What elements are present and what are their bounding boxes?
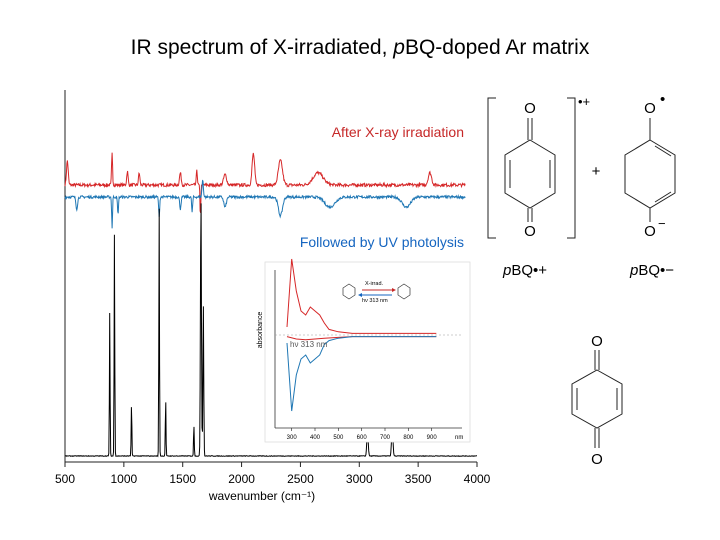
- inset-x-tick-label: 500: [333, 435, 344, 441]
- inset-x-tick-label: 300: [287, 435, 298, 441]
- cation-name-italic: p: [502, 262, 511, 279]
- anion-name-italic: p: [629, 262, 638, 279]
- x-tick-label: 2000: [228, 472, 255, 486]
- cation-oxygen-bottom: O: [524, 223, 536, 240]
- inset-series-red-0: [286, 258, 437, 334]
- x-axis-label: wavenumber (cm⁻¹): [208, 489, 315, 503]
- inset-x-unit: nm: [455, 435, 463, 441]
- annotation-xray: After X-ray irradiation: [332, 124, 464, 140]
- x-tick-label: 1500: [169, 472, 196, 486]
- bq-radical-anion-structure: O • O − pBQ•−: [624, 91, 676, 279]
- uv-vis-inset: absorbance nm 300 400 500 600 700 800 900 hν 3…: [257, 258, 471, 443]
- inset-series-layer: [275, 258, 462, 412]
- cation-charge-label: •+: [578, 94, 590, 109]
- bq-neutral-structure: O O: [571, 333, 623, 468]
- x-tick-label: 1000: [111, 472, 138, 486]
- inset-x-tick-label: 600: [357, 435, 368, 441]
- inset-x-tick-label: 900: [427, 435, 438, 441]
- inset-y-label: absorbance: [257, 312, 264, 349]
- cation-name-text: BQ•+: [511, 262, 547, 279]
- bq-radical-cation-structure: O O •+ + pBQ•+: [487, 94, 601, 279]
- series-red-line: [64, 152, 466, 213]
- cation-ring: [504, 139, 556, 209]
- anion-oxygen-bottom: O: [644, 223, 656, 240]
- neutral-oxygen-bottom: O: [591, 451, 603, 468]
- annotation-uv: Followed by UV photolysis: [300, 234, 464, 250]
- right-bracket: [567, 97, 576, 239]
- series-blue-line: [64, 179, 466, 229]
- inset-series-blue-2: [286, 336, 437, 412]
- inset-background: [264, 261, 471, 443]
- anion-ring: [624, 139, 676, 209]
- inset-x-tick-label: 700: [380, 435, 391, 441]
- annotation-box-1: [287, 120, 470, 142]
- inset-photolysis-label: hν 313 nm: [290, 340, 328, 349]
- ir-spectrum-chart: 500 1000 1500 2000 2500 3000 3500 4000 wavenumb…: [55, 90, 491, 503]
- series-black-line: [65, 203, 477, 458]
- x-tick-label: 3000: [346, 472, 373, 486]
- anion-minus-sign: −: [658, 216, 666, 231]
- cation-name-label: pBQ•+: [502, 262, 547, 279]
- title-suffix: BQ-doped Ar matrix: [404, 36, 590, 59]
- inset-forward-label: X-irrad.: [365, 281, 384, 287]
- inset-x-tick-label: 800: [403, 435, 414, 441]
- anion-ring-double-bottom: [654, 191, 672, 203]
- anion-ring-double-top: [654, 145, 672, 157]
- anion-name-text: BQ•−: [638, 262, 674, 279]
- anion-radical-dot: •: [660, 91, 665, 108]
- inset-back-arrowhead: [358, 293, 362, 297]
- neutral-ring: [571, 369, 623, 429]
- inset-ion-ring: [397, 283, 411, 300]
- neutral-oxygen-top: O: [591, 333, 603, 350]
- inset-x-tick-label: 400: [310, 435, 321, 441]
- inset-back-label: hν 313 nm: [362, 298, 388, 304]
- left-bracket: [487, 97, 496, 239]
- cation-oxygen-top: O: [524, 100, 536, 117]
- x-tick-label: 500: [55, 472, 75, 486]
- title-italic: p: [393, 36, 405, 59]
- series-layer: [64, 152, 477, 458]
- anion-name-label: pBQ•−: [629, 262, 674, 279]
- x-tick-label: 4000: [464, 472, 491, 486]
- x-tick-label: 3500: [405, 472, 432, 486]
- annotation-box-2: [250, 230, 470, 252]
- x-tick-layer: 500 1000 1500 2000 2500 3000 3500 4000: [55, 462, 491, 486]
- inset-tick-layer: 300 400 500 600 700 800 900: [287, 428, 438, 441]
- plus-sign: +: [592, 163, 601, 180]
- anion-oxygen-top: O: [644, 100, 656, 117]
- title-prefix: IR spectrum of X-irradiated,: [130, 36, 394, 59]
- inset-forward-arrowhead: [392, 288, 396, 292]
- x-tick-label: 2500: [287, 472, 314, 486]
- page-title: IR spectrum of X-irradiated, pBQ-doped A…: [0, 36, 720, 60]
- inset-reaction-scheme: X-irrad. hν 313 nm: [342, 281, 411, 304]
- inset-bq-ring: [342, 283, 356, 300]
